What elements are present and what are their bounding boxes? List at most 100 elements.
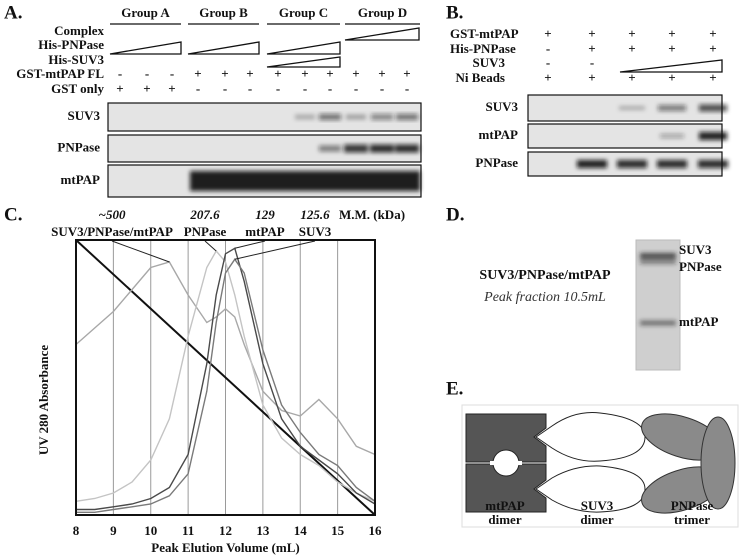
band bbox=[346, 114, 366, 120]
blot-label: mtPAP bbox=[479, 127, 519, 142]
blot-label: SUV3 bbox=[67, 108, 100, 123]
row-label: Ni Beads bbox=[456, 70, 505, 85]
sign: + bbox=[352, 66, 359, 81]
group-label: Group B bbox=[199, 5, 248, 20]
elution-curve bbox=[76, 258, 376, 513]
peak-label: SUV3/PNPase/mtPAP bbox=[51, 224, 173, 239]
band bbox=[395, 144, 419, 153]
diagram-frame bbox=[461, 404, 739, 528]
sign: + bbox=[668, 41, 675, 56]
sign: - bbox=[590, 55, 594, 70]
row-label: SUV3 bbox=[472, 55, 505, 70]
y-axis-label: UV 280 Absorbance bbox=[36, 345, 51, 456]
band bbox=[577, 160, 607, 168]
sign: + bbox=[588, 70, 595, 85]
sign: + bbox=[709, 26, 716, 41]
sign: + bbox=[628, 26, 635, 41]
group-label: Group A bbox=[121, 5, 170, 20]
pnpase-subunit bbox=[700, 416, 736, 510]
plot-frame bbox=[75, 239, 376, 516]
row-label: GST only bbox=[51, 81, 104, 96]
leader-line bbox=[204, 240, 217, 252]
x-tick-label: 15 bbox=[331, 523, 345, 538]
gel-band bbox=[640, 253, 676, 259]
band-label: PNPase bbox=[679, 259, 722, 274]
sign: + bbox=[194, 66, 201, 81]
sign: - bbox=[546, 41, 550, 56]
sign: + bbox=[668, 70, 675, 85]
sign: - bbox=[170, 66, 174, 81]
x-tick-label: 10 bbox=[144, 523, 157, 538]
mass-label: 125.6 bbox=[300, 207, 330, 222]
band bbox=[617, 160, 647, 168]
sign: + bbox=[709, 70, 716, 85]
fraction-subtitle: Peak fraction 10.5mL bbox=[483, 290, 606, 305]
row-label: GST-mtPAP bbox=[450, 26, 519, 41]
band bbox=[699, 104, 727, 112]
mass-label: 207.6 bbox=[189, 207, 220, 222]
row-label: GST-mtPAP FL bbox=[16, 66, 104, 81]
bands bbox=[295, 114, 418, 120]
x-tick-label: 12 bbox=[219, 523, 232, 538]
wedge bbox=[266, 56, 341, 68]
panel-letter: D. bbox=[446, 204, 464, 225]
bands bbox=[577, 160, 728, 168]
band bbox=[396, 114, 418, 120]
panel-letter: B. bbox=[446, 2, 463, 23]
band bbox=[319, 145, 341, 152]
band bbox=[319, 114, 341, 120]
group-label: Group C bbox=[279, 5, 328, 20]
sign: + bbox=[628, 70, 635, 85]
x-axis-label: Peak Elution Volume (mL) bbox=[151, 540, 299, 555]
bands bbox=[190, 171, 420, 191]
sign: - bbox=[405, 81, 409, 96]
sign: - bbox=[546, 55, 550, 70]
group-label: Group D bbox=[358, 5, 407, 20]
band bbox=[698, 160, 728, 168]
wedge bbox=[344, 27, 420, 41]
mass-label: 129 bbox=[255, 207, 275, 222]
x-tick-label: 11 bbox=[182, 523, 194, 538]
sign: - bbox=[248, 81, 252, 96]
mtpap-gap bbox=[490, 461, 522, 465]
sign: - bbox=[354, 81, 358, 96]
band bbox=[619, 106, 645, 110]
sign: + bbox=[143, 81, 150, 96]
band-label: mtPAP bbox=[679, 314, 719, 329]
leader-line bbox=[234, 240, 316, 260]
complex-diagram bbox=[461, 404, 739, 528]
sign: - bbox=[328, 81, 332, 96]
elution-curve bbox=[75, 261, 376, 456]
sign: + bbox=[246, 66, 253, 81]
x-tick-label: 8 bbox=[73, 523, 80, 538]
blot bbox=[107, 102, 422, 132]
band-label: SUV3 bbox=[679, 242, 712, 257]
subunit-label: dimer bbox=[488, 512, 521, 527]
blot bbox=[527, 123, 723, 149]
sign: - bbox=[380, 81, 384, 96]
sign: + bbox=[544, 26, 551, 41]
elution-curve bbox=[75, 249, 376, 502]
panel-letter: A. bbox=[4, 2, 22, 23]
subunit-label: dimer bbox=[580, 512, 613, 527]
panel-letter: E. bbox=[446, 378, 463, 399]
sign: - bbox=[118, 66, 122, 81]
bands bbox=[660, 132, 727, 140]
sign: + bbox=[221, 66, 228, 81]
sign: + bbox=[378, 66, 385, 81]
row-label: His-SUV3 bbox=[48, 52, 104, 67]
sign: + bbox=[628, 41, 635, 56]
peak-label: mtPAP bbox=[245, 224, 285, 239]
wedge bbox=[266, 41, 341, 55]
sign: - bbox=[276, 81, 280, 96]
gel-bands bbox=[640, 253, 676, 326]
sign: + bbox=[168, 81, 175, 96]
blot-label: SUV3 bbox=[485, 99, 518, 114]
blot-label: PNPase bbox=[475, 155, 518, 170]
panel-letter: C. bbox=[4, 204, 22, 225]
band bbox=[660, 134, 684, 138]
wedge bbox=[109, 41, 182, 55]
sign: + bbox=[588, 41, 595, 56]
subunit-label: PNPase bbox=[671, 498, 714, 513]
